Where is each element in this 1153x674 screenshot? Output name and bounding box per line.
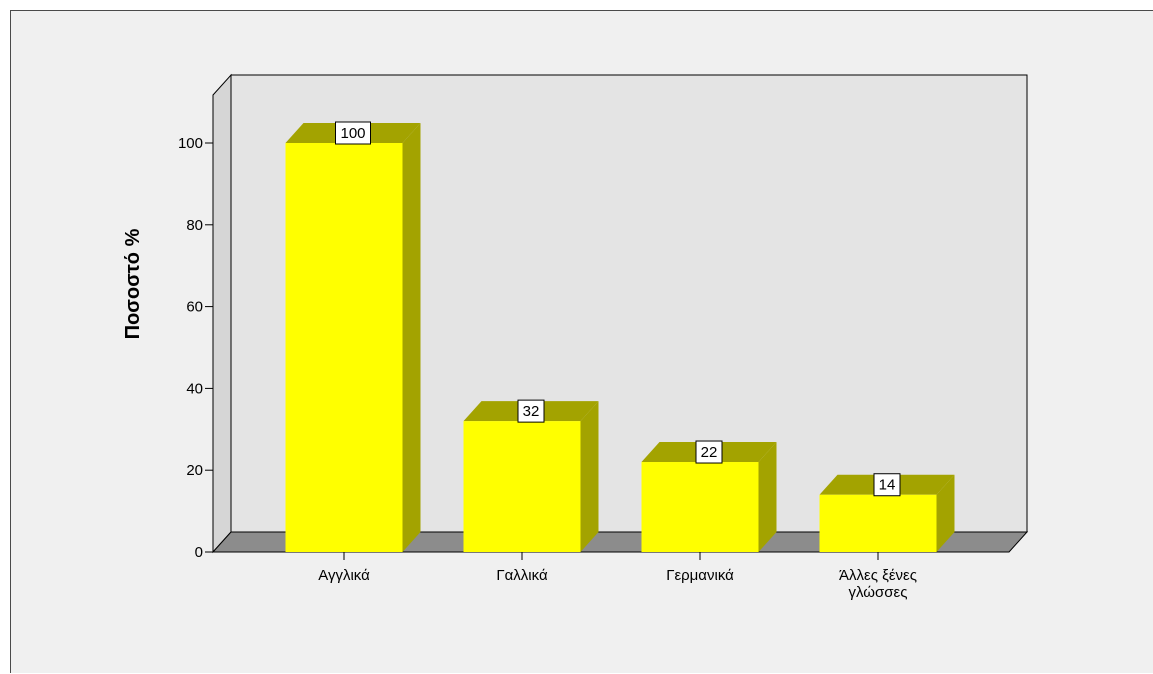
y-axis: 0 20 40 60 80 100 bbox=[178, 135, 213, 561]
category-label-line: γλώσσες bbox=[849, 584, 908, 601]
data-label-box bbox=[695, 440, 723, 464]
category-label-line: Γερμανικά bbox=[666, 567, 734, 584]
bar bbox=[463, 421, 581, 552]
y-tick-label: 80 bbox=[186, 217, 203, 234]
category-label: Άλλες ξένες γλώσσες bbox=[839, 567, 917, 601]
bars: 100 32 22 14 bbox=[285, 121, 955, 552]
y-tick-label: 0 bbox=[195, 544, 203, 561]
bar bbox=[285, 143, 403, 552]
y-tick-label: 60 bbox=[186, 299, 203, 316]
category-label: Γερμανικά bbox=[666, 567, 734, 584]
category-label-line: Γαλλικά bbox=[496, 567, 548, 584]
category-label: Αγγλικά bbox=[318, 567, 370, 584]
bar-side bbox=[936, 474, 955, 552]
data-label-box bbox=[873, 473, 901, 497]
category-label-line: Αγγλικά bbox=[318, 567, 370, 584]
data-label: 14 bbox=[879, 477, 896, 494]
bar-group: 14 bbox=[819, 473, 955, 552]
chart-frame: 0 20 40 60 80 100 100 32 22 14 Αγγλικά Γαλλικά Γερ… bbox=[10, 10, 1153, 673]
y-tick-label: 100 bbox=[178, 135, 203, 152]
bar-group: 32 bbox=[463, 399, 599, 552]
bar bbox=[641, 462, 759, 552]
y-tick-label: 20 bbox=[186, 462, 203, 479]
bar-chart: 0 20 40 60 80 100 100 32 22 14 Αγγλικά Γαλλικά Γερ… bbox=[122, 73, 1029, 601]
bar-side bbox=[402, 123, 421, 552]
category-label-line: Άλλες ξένες bbox=[839, 567, 917, 584]
left-wall bbox=[212, 73, 232, 554]
bar-side bbox=[758, 442, 777, 552]
bar bbox=[819, 494, 937, 552]
bar-group: 22 bbox=[641, 440, 777, 552]
category-label: Γαλλικά bbox=[496, 567, 548, 584]
y-tick-label: 40 bbox=[186, 380, 203, 397]
data-label: 32 bbox=[523, 403, 540, 420]
x-axis-labels: Αγγλικά Γαλλικά Γερμανικά Άλλες ξένες γλώσσε… bbox=[318, 552, 917, 601]
bar-group: 100 bbox=[285, 121, 421, 552]
data-label: 22 bbox=[701, 444, 718, 461]
data-label-box bbox=[517, 399, 545, 423]
data-label: 100 bbox=[340, 125, 365, 142]
data-label-box bbox=[335, 121, 371, 145]
y-axis-title: Ποσοστό % bbox=[122, 228, 144, 339]
bar-side bbox=[580, 401, 599, 552]
